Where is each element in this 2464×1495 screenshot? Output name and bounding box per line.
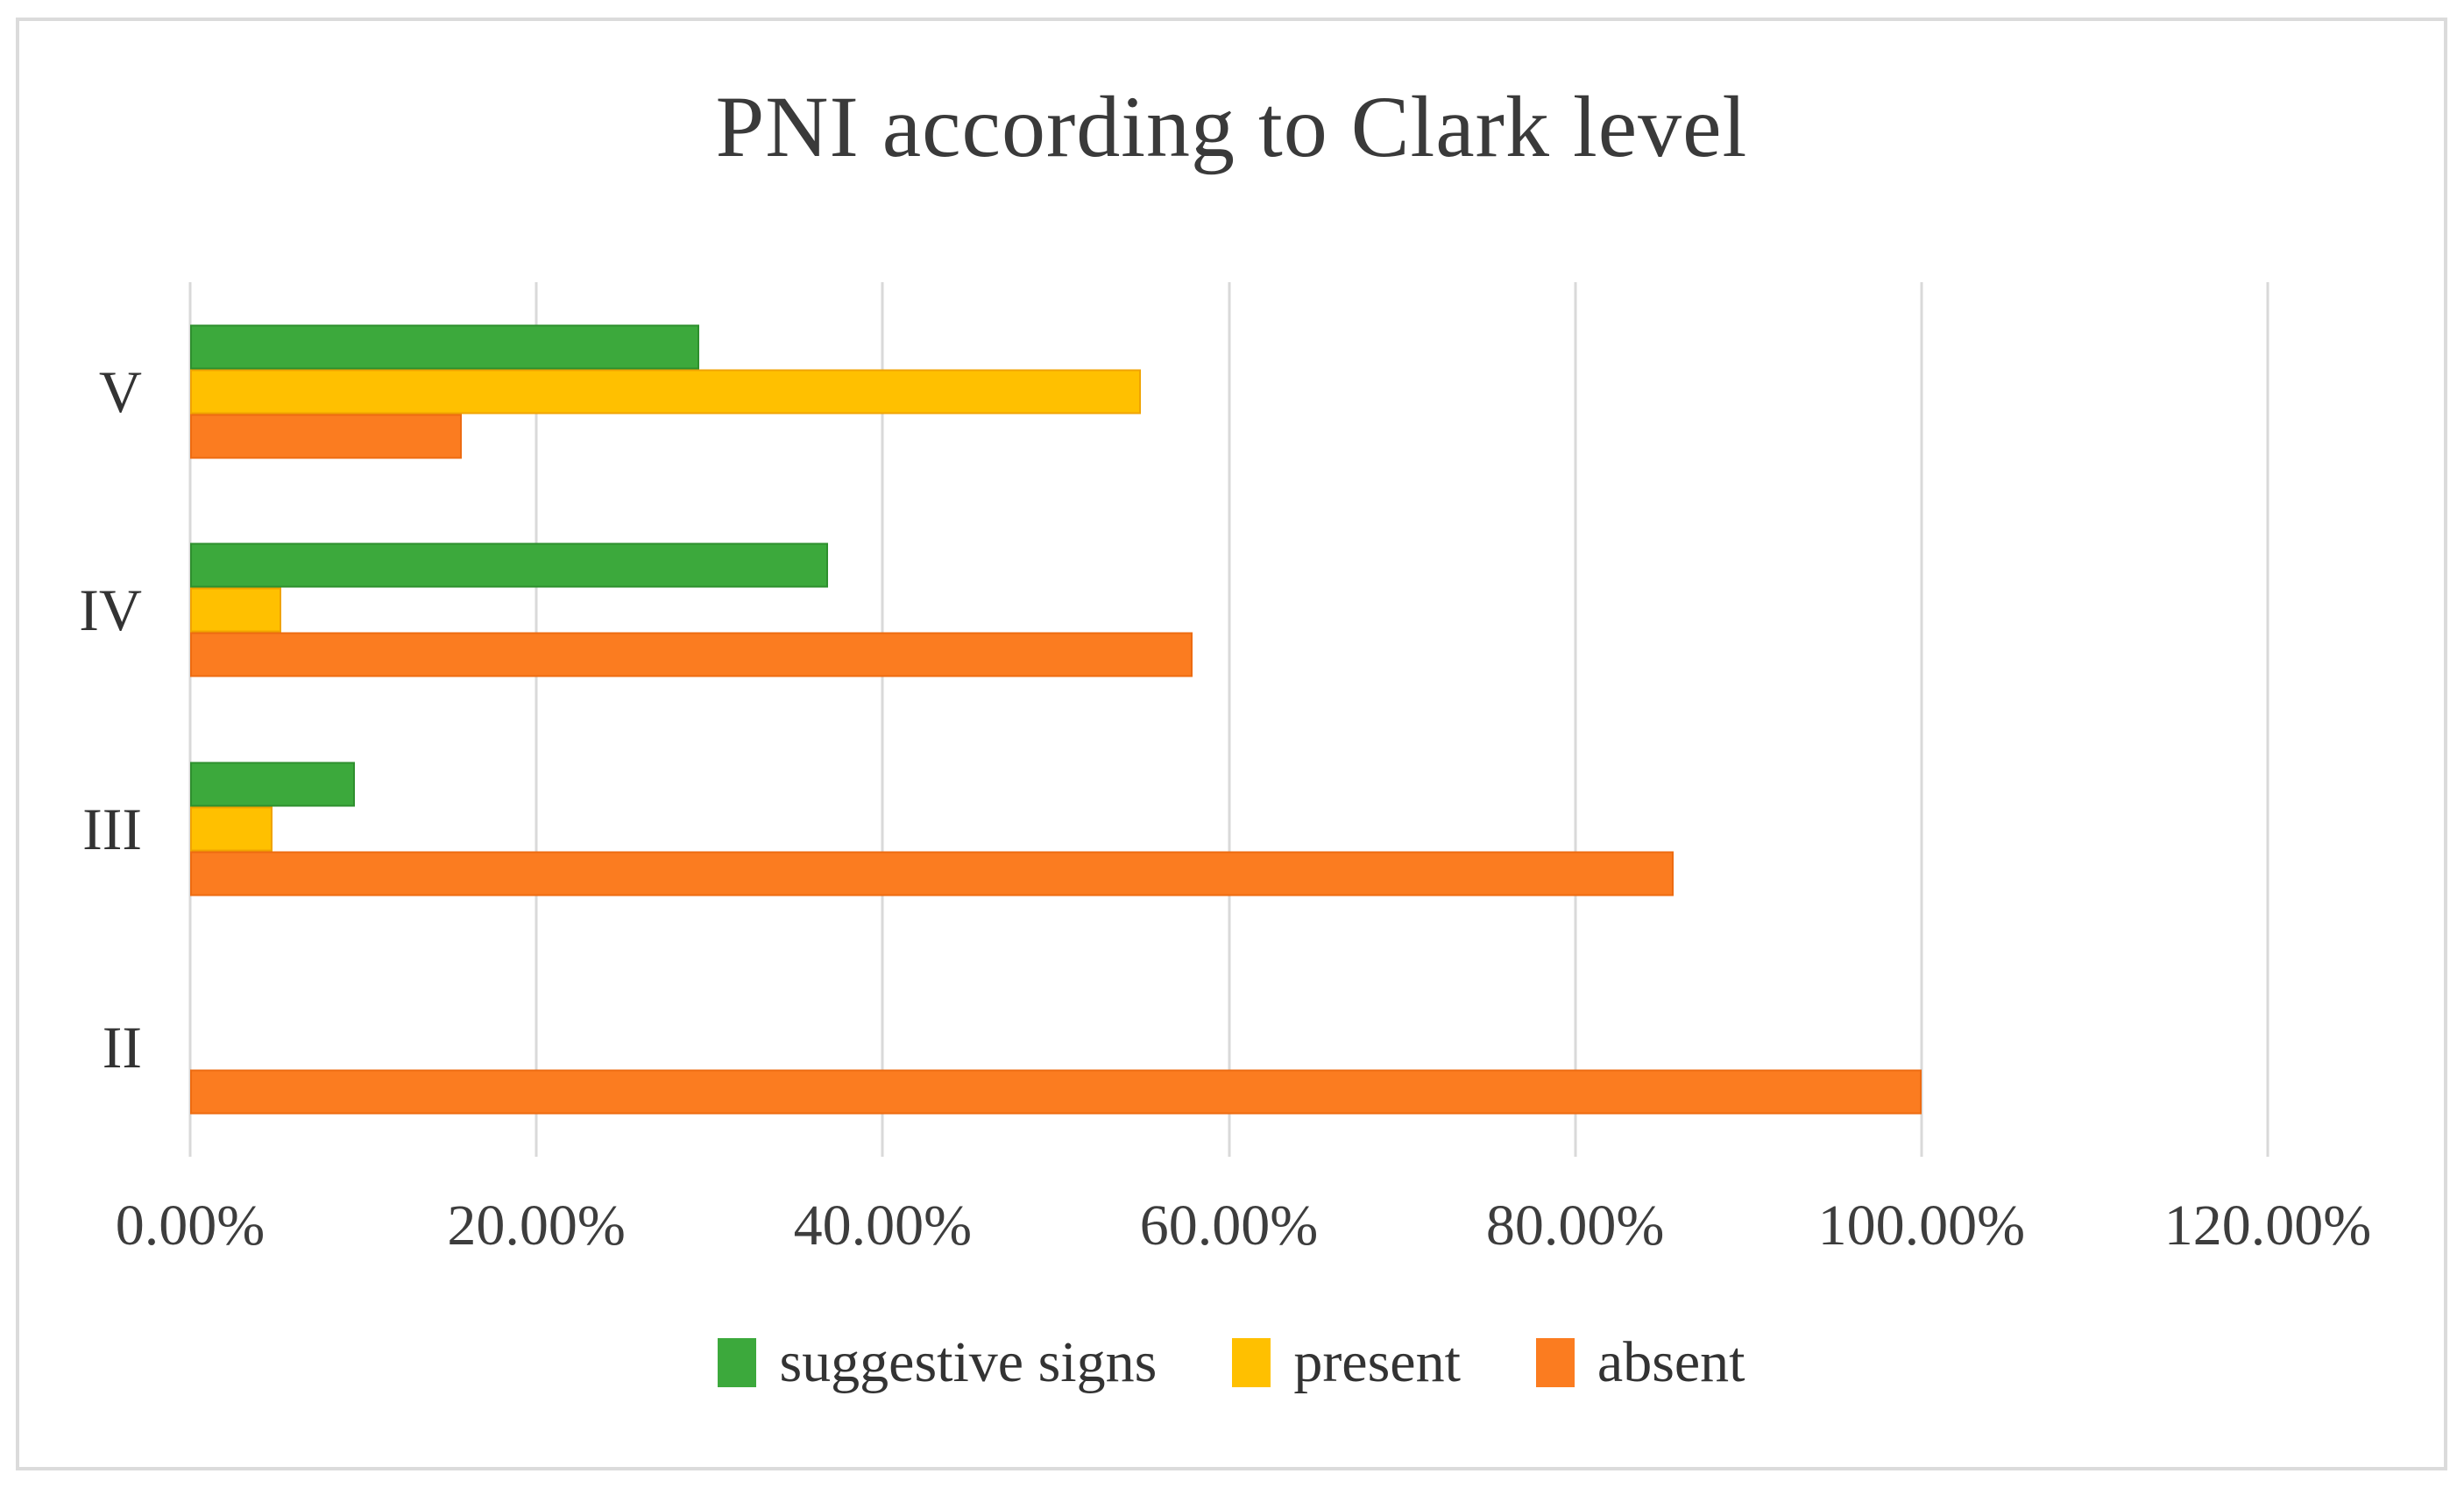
bar-slot <box>190 632 2268 677</box>
gridline <box>188 282 192 1157</box>
bar-suggestive-signs <box>190 762 356 807</box>
gridline <box>1228 282 1230 1157</box>
category-label: III <box>82 795 142 862</box>
category-row: III <box>82 719 2268 939</box>
x-tick-label: 100.00% <box>1817 1194 2026 1258</box>
gridline <box>881 282 884 1157</box>
bar-slot <box>190 1069 2268 1115</box>
bar-slot <box>190 981 2268 1025</box>
category-label: V <box>98 358 142 425</box>
bar-slot <box>190 542 2268 588</box>
chart-figure: PNI according to Clark level 0.00% 20.00%… <box>16 18 2447 1470</box>
x-tick-label: 40.00% <box>793 1194 973 1258</box>
absent-swatch-icon <box>1535 1338 1575 1387</box>
bar-present <box>190 587 281 633</box>
x-tick-label: 120.00% <box>2163 1194 2372 1258</box>
x-tick-label: 20.00% <box>447 1194 626 1258</box>
legend-label: present <box>1293 1330 1461 1394</box>
bar-absent <box>190 414 462 459</box>
legend-label: absent <box>1597 1330 1745 1394</box>
bar-suggestive-signs <box>190 542 828 588</box>
category-row: II <box>103 939 2268 1158</box>
x-tick-label: 80.00% <box>1485 1194 1665 1258</box>
bar-absent <box>190 851 1675 896</box>
chart-title: PNI according to Clark level <box>715 78 1748 175</box>
bar-slot <box>190 762 2268 807</box>
bar-group <box>190 762 2268 896</box>
legend: suggestive signs present absent <box>19 1334 2444 1392</box>
category-label: IV <box>79 577 142 644</box>
bar-slot <box>190 414 2268 459</box>
category-row: IV <box>79 501 2268 720</box>
bar-present <box>190 806 273 852</box>
category-label: II <box>102 1014 142 1081</box>
bar-slot <box>190 851 2268 896</box>
legend-item-suggestive-signs: suggestive signs <box>718 1334 1157 1392</box>
bar-group <box>190 981 2268 1115</box>
present-swatch-icon <box>1232 1338 1271 1387</box>
bar-absent <box>190 1069 1922 1115</box>
bar-present <box>190 369 1141 414</box>
bar-slot <box>190 369 2268 414</box>
gridline <box>2266 282 2269 1157</box>
gridline <box>535 282 538 1157</box>
gridline <box>1574 282 1577 1157</box>
bar-suggestive-signs <box>190 324 700 370</box>
legend-label: suggestive signs <box>779 1330 1158 1394</box>
bar-absent <box>190 632 1193 677</box>
bar-group <box>190 324 2268 459</box>
category-row: V <box>99 282 2268 501</box>
bar-slot <box>190 1025 2268 1070</box>
gridline <box>1920 282 1923 1157</box>
suggestive-signs-swatch-icon <box>718 1338 757 1387</box>
bar-group <box>190 542 2268 677</box>
bar-slot <box>190 324 2268 370</box>
legend-item-present: present <box>1232 1334 1461 1392</box>
bar-slot <box>190 806 2268 852</box>
plot-area: 0.00% 20.00% 40.00% 60.00% 80.00% 100.00% 120.… <box>79 282 2371 1255</box>
bar-slot <box>190 587 2268 633</box>
legend-item-absent: absent <box>1535 1330 1745 1394</box>
x-tick-label: 60.00% <box>1139 1194 1319 1258</box>
x-tick-label: 0.00% <box>115 1194 266 1258</box>
